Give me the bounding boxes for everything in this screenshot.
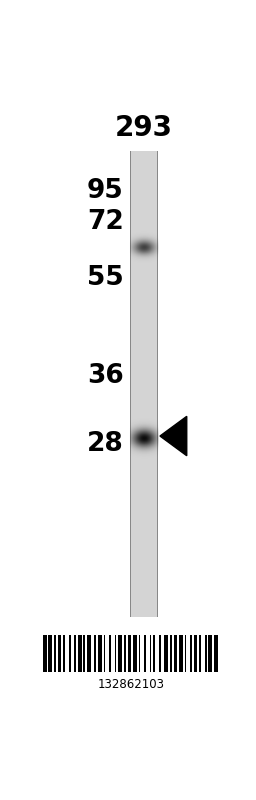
Text: 132862103: 132862103 [98, 678, 165, 690]
Bar [87, 635, 91, 672]
Bar [199, 635, 201, 672]
Text: 28: 28 [87, 431, 124, 457]
Bar [208, 635, 212, 672]
Text: 55: 55 [87, 265, 124, 290]
Bar [48, 635, 52, 672]
Bar [144, 635, 146, 672]
Bar [63, 635, 65, 672]
Polygon shape [160, 416, 187, 456]
Bar [185, 635, 186, 672]
Bar [133, 635, 137, 672]
Bar [104, 635, 105, 672]
Text: 36: 36 [87, 363, 124, 390]
Bar [127, 635, 131, 672]
Bar [190, 635, 192, 672]
Bar [69, 635, 70, 672]
Text: 72: 72 [87, 210, 124, 235]
Bar [43, 635, 47, 672]
Bar [159, 635, 161, 672]
Bar [179, 635, 183, 672]
Bar [118, 635, 122, 672]
Bar [170, 635, 172, 672]
Bar [153, 635, 155, 672]
Bar [174, 635, 177, 672]
Bar [54, 635, 56, 672]
Bar [74, 635, 76, 672]
Bar [157, 151, 158, 617]
Bar [124, 635, 126, 672]
Bar [205, 635, 207, 672]
Bar [130, 151, 158, 617]
Text: 95: 95 [87, 178, 124, 205]
Bar [94, 635, 96, 672]
Bar [194, 635, 197, 672]
Bar [164, 635, 168, 672]
Text: 293: 293 [115, 114, 173, 142]
Bar [150, 635, 152, 672]
Bar [109, 635, 111, 672]
Bar [98, 635, 102, 672]
Bar [83, 635, 85, 672]
Bar [138, 635, 140, 672]
Bar [130, 151, 131, 617]
Bar [58, 635, 61, 672]
Bar [214, 635, 218, 672]
Bar [115, 635, 116, 672]
Bar [78, 635, 82, 672]
